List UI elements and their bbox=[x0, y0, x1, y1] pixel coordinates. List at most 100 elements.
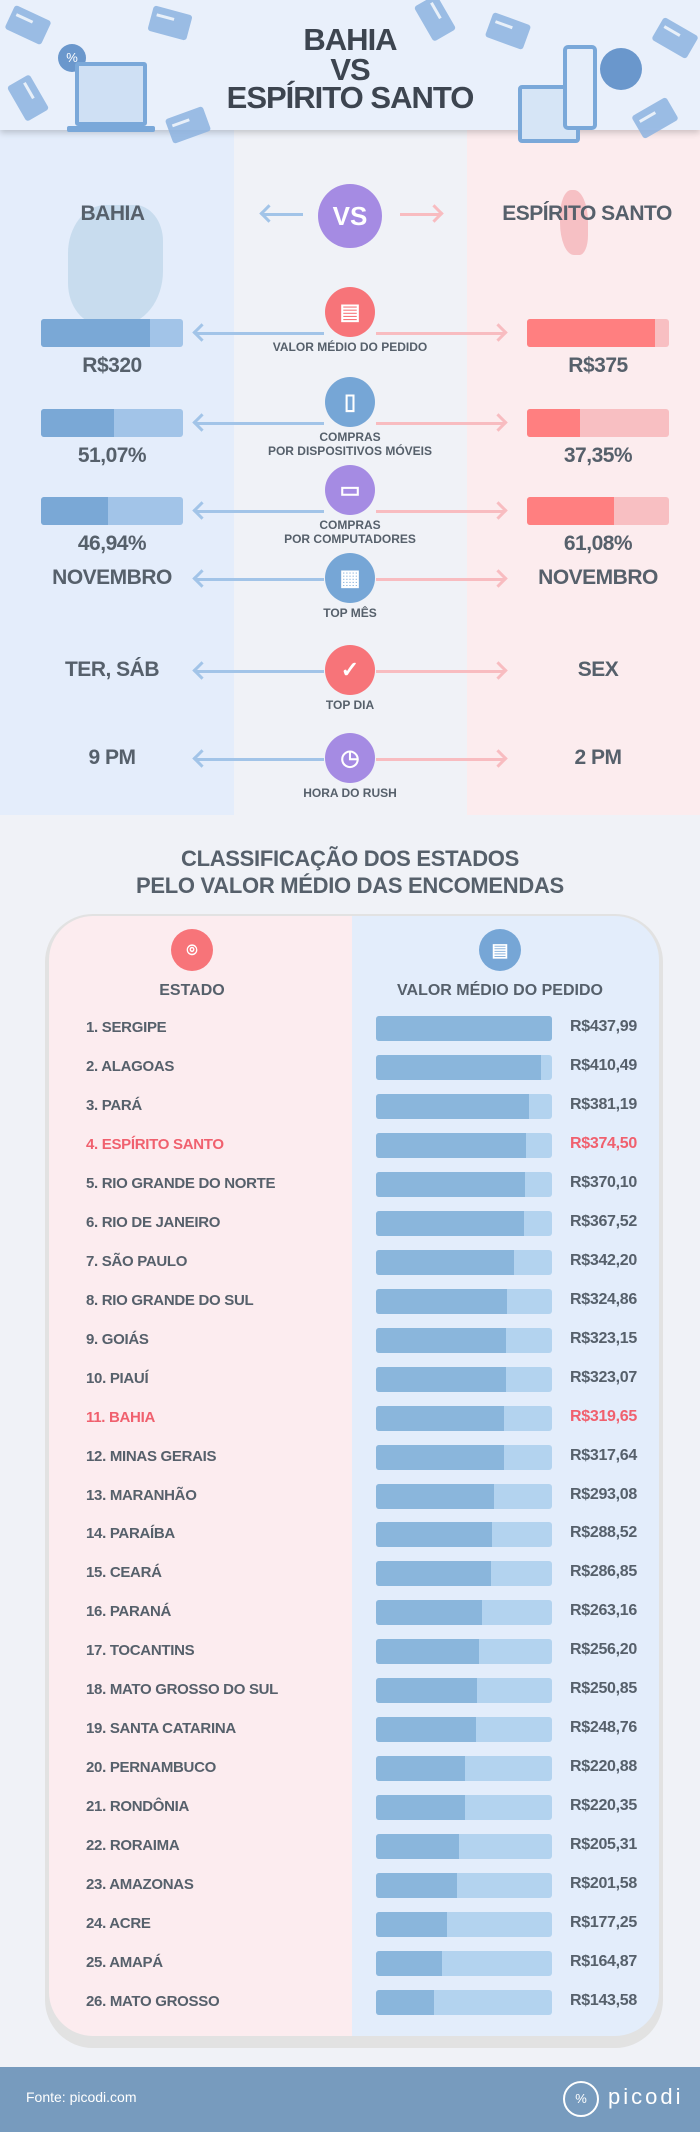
arrow-left-icon bbox=[196, 578, 324, 581]
smartphone-icon bbox=[563, 45, 597, 130]
state-name: 12. MINAS GERAIS bbox=[86, 1447, 217, 1465]
value-bar-fill bbox=[376, 1249, 514, 1275]
comparison-row-label: COMPRAS POR COMPUTADORES bbox=[234, 518, 466, 546]
state-name: 3. PARÁ bbox=[86, 1096, 142, 1114]
right-value: NOVEMBRO bbox=[538, 566, 658, 589]
value-bar-fill bbox=[376, 1522, 492, 1548]
column-header-state: ESTADO bbox=[159, 982, 225, 999]
value-bar bbox=[376, 1756, 552, 1782]
value-bar-fill bbox=[376, 1834, 459, 1860]
header: % BAHIA VS ESPÍRITO SANTO bbox=[0, 0, 700, 145]
value-bar bbox=[376, 1249, 552, 1275]
value-bar-fill bbox=[376, 1639, 479, 1665]
ranking-title-line-2: PELO VALOR MÉDIO DAS ENCOMENDAS bbox=[136, 873, 564, 898]
value-bar-fill bbox=[376, 1210, 524, 1236]
laptop-base-icon bbox=[67, 126, 155, 132]
value-bar-fill bbox=[376, 1288, 507, 1314]
left-value: TER, SÁB bbox=[64, 658, 160, 681]
order-value: R$324,86 bbox=[570, 1290, 637, 1308]
arrow-right-icon bbox=[376, 510, 504, 513]
title-line-3: ESPÍRITO SANTO bbox=[226, 80, 475, 115]
arrow-left-icon bbox=[196, 510, 324, 513]
value-bar-fill bbox=[376, 1405, 505, 1431]
value-bar-fill bbox=[376, 1717, 476, 1743]
comparison-label-line: TOP MÊS bbox=[323, 606, 377, 620]
value-bar bbox=[376, 1912, 552, 1938]
value-bar bbox=[376, 1210, 552, 1236]
value-bar-fill bbox=[376, 1016, 552, 1041]
state-name: 25. AMAPÁ bbox=[86, 1954, 163, 1972]
state-name: 9. GOIÁS bbox=[86, 1330, 149, 1348]
order-value: R$342,20 bbox=[570, 1251, 637, 1269]
footer: Fonte: picodi.com % picodi bbox=[0, 2067, 700, 2132]
vs-badge: VS bbox=[318, 184, 382, 248]
order-value: R$410,49 bbox=[570, 1056, 637, 1074]
value-bar-fill bbox=[376, 1561, 492, 1587]
value-bar bbox=[376, 1132, 552, 1158]
value-bar bbox=[376, 1873, 552, 1899]
value-bar bbox=[376, 1093, 552, 1119]
title-line-2: VS bbox=[330, 52, 370, 87]
arrow-left-icon bbox=[196, 670, 324, 673]
comparison-row-label: TOP MÊS bbox=[234, 606, 466, 620]
comparison-row-label: TOP DIA bbox=[234, 698, 466, 712]
order-value: R$250,85 bbox=[570, 1680, 637, 1698]
receipt-icon: ▤ bbox=[325, 287, 375, 337]
order-value: R$220,88 bbox=[570, 1758, 637, 1776]
title-line-1: BAHIA bbox=[303, 22, 397, 57]
value-bar bbox=[376, 1639, 552, 1665]
state-name: 16. PARANÁ bbox=[86, 1603, 172, 1621]
state-name: 21. RONDÔNIA bbox=[86, 1798, 190, 1816]
arrow-right-icon bbox=[376, 332, 504, 335]
value-bar bbox=[376, 1600, 552, 1626]
state-name: 26. MATO GROSSO bbox=[86, 1993, 220, 2010]
left-progress-bar bbox=[41, 319, 183, 347]
location-pin-icon: ⌾ bbox=[171, 929, 213, 971]
right-value: SEX bbox=[577, 658, 619, 681]
value-bar bbox=[376, 1444, 552, 1470]
comparison-label-line: HORA DO RUSH bbox=[303, 786, 397, 800]
order-value: R$374,50 bbox=[570, 1134, 637, 1152]
order-value: R$317,64 bbox=[570, 1446, 637, 1464]
espirito-santo-map-icon bbox=[560, 190, 588, 255]
right-progress-bar bbox=[527, 319, 669, 347]
smartphone-icon: ▯ bbox=[325, 377, 375, 427]
state-name: 19. SANTA CATARINA bbox=[86, 1720, 236, 1738]
discount-badge-icon: % bbox=[58, 44, 86, 72]
order-value: R$323,07 bbox=[570, 1368, 637, 1386]
state-name: 20. PERNAMBUCO bbox=[86, 1759, 216, 1777]
state-name: 5. RIO GRANDE DO NORTE bbox=[86, 1174, 276, 1192]
ranking-title-line-1: CLASSIFICAÇÃO DOS ESTADOS bbox=[180, 846, 519, 871]
order-value: R$248,76 bbox=[570, 1719, 637, 1737]
value-bar-fill bbox=[376, 1093, 530, 1119]
order-value: R$293,08 bbox=[570, 1485, 637, 1503]
comparison-row-label: VALOR MÉDIO DO PEDIDO bbox=[234, 340, 466, 354]
state-name: 23. AMAZONAS bbox=[86, 1876, 194, 1894]
picodi-logo-icon: % bbox=[563, 2081, 599, 2117]
state-name: 18. MATO GROSSO DO SUL bbox=[86, 1681, 279, 1699]
right-progress-bar bbox=[527, 409, 669, 437]
left-state-name: BAHIA bbox=[80, 202, 146, 225]
left-progress-bar bbox=[41, 497, 183, 525]
value-bar-fill bbox=[376, 1678, 477, 1704]
value-bar bbox=[376, 1717, 552, 1743]
value-bar bbox=[376, 1483, 552, 1509]
order-value: R$370,10 bbox=[570, 1173, 637, 1191]
order-value: R$288,52 bbox=[570, 1524, 637, 1542]
state-name: 15. CEARÁ bbox=[86, 1564, 162, 1582]
value-bar bbox=[376, 1834, 552, 1860]
arrow-right-icon bbox=[400, 213, 440, 216]
value-bar-fill bbox=[376, 1327, 506, 1353]
comparison-label-line: VALOR MÉDIO DO PEDIDO bbox=[272, 340, 428, 354]
value-bar-fill bbox=[376, 1171, 525, 1197]
order-value: R$323,15 bbox=[570, 1329, 637, 1347]
comparison-label-line: COMPRAS bbox=[319, 430, 381, 444]
order-value: R$319,65 bbox=[570, 1407, 637, 1425]
state-name: 17. TOCANTINS bbox=[86, 1642, 195, 1660]
comparison-label-line: POR DISPOSITIVOS MÓVEIS bbox=[267, 444, 433, 458]
value-bar bbox=[376, 1366, 552, 1392]
bahia-map-icon bbox=[68, 205, 163, 325]
right-progress-fill bbox=[527, 409, 581, 437]
state-name: 11. BAHIA bbox=[86, 1408, 155, 1426]
order-value: R$367,52 bbox=[570, 1212, 637, 1230]
